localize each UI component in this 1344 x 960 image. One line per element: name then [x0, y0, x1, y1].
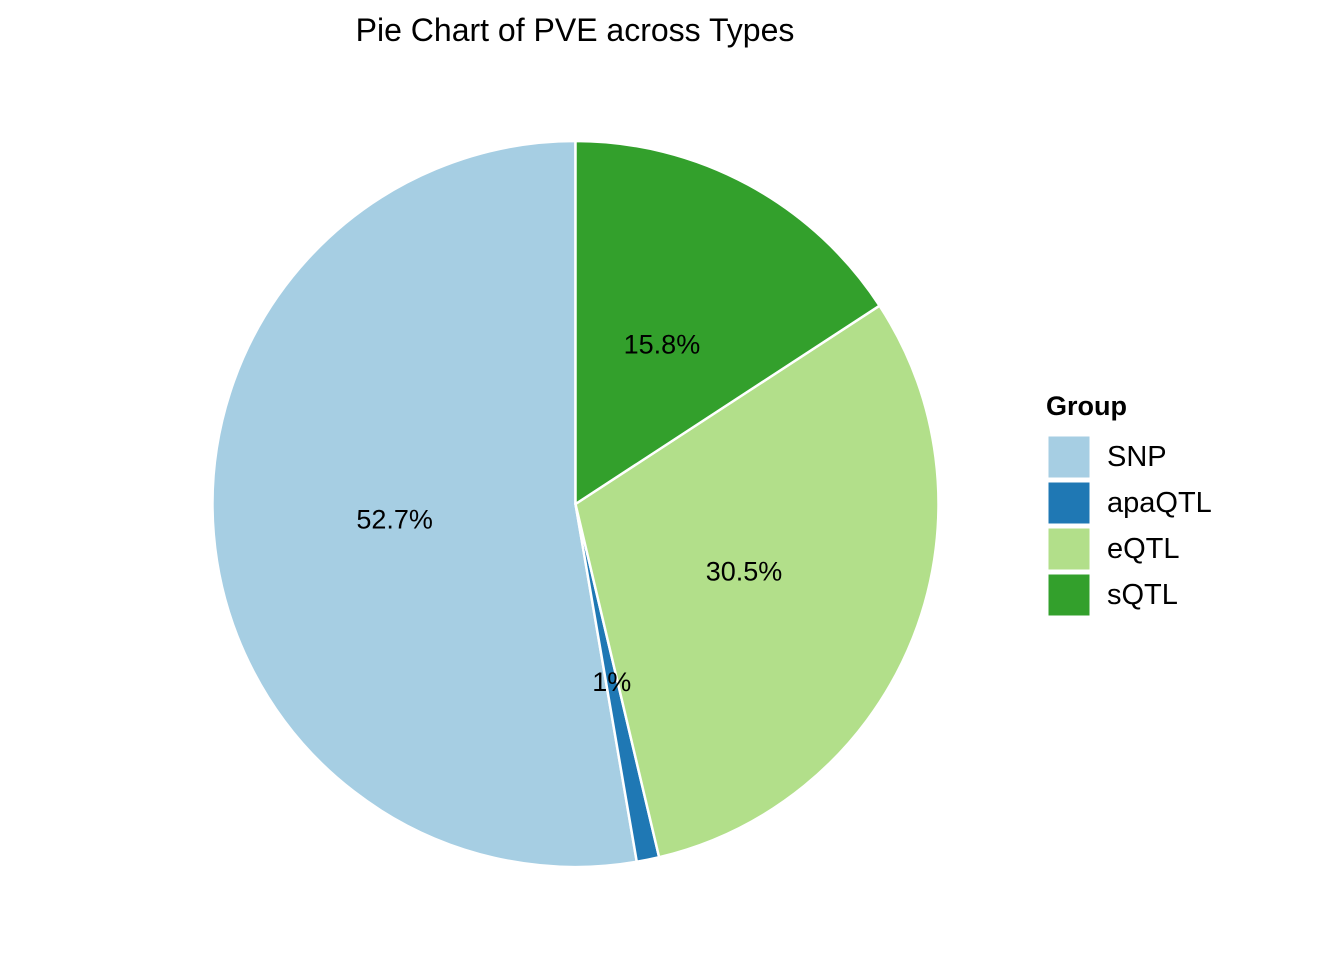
legend-items: SNP apaQTL eQTL sQTL — [1047, 435, 1212, 617]
slice-label-eqtl: 30.5% — [706, 556, 783, 586]
legend-key-sqtl — [1047, 573, 1091, 617]
pie-slice-snp — [211, 139, 639, 869]
pie-slice-eqtl — [574, 304, 940, 859]
legend-label-snp: SNP — [1107, 441, 1167, 473]
pie-slice-labels: 52.7% 1% 30.5% 15.8% — [356, 329, 782, 696]
legend-key-eqtl — [1047, 527, 1091, 571]
slice-label-sqtl: 15.8% — [624, 329, 701, 359]
pie-slice-sqtl — [574, 139, 881, 506]
legend-label-eqtl: eQTL — [1107, 533, 1180, 565]
legend-key-snp — [1047, 435, 1091, 479]
slice-label-snp: 52.7% — [356, 504, 433, 534]
legend: Group SNP apaQTL eQTL sQTL — [1046, 391, 1212, 617]
pie-slices — [211, 139, 940, 869]
legend-label-apaqtl: apaQTL — [1107, 487, 1212, 519]
legend-label-sqtl: sQTL — [1107, 579, 1178, 611]
legend-key-apaqtl — [1047, 481, 1091, 525]
slice-label-apaqtl: 1% — [592, 667, 631, 697]
legend-title: Group — [1046, 391, 1127, 421]
chart-title: Pie Chart of PVE across Types — [356, 12, 795, 48]
